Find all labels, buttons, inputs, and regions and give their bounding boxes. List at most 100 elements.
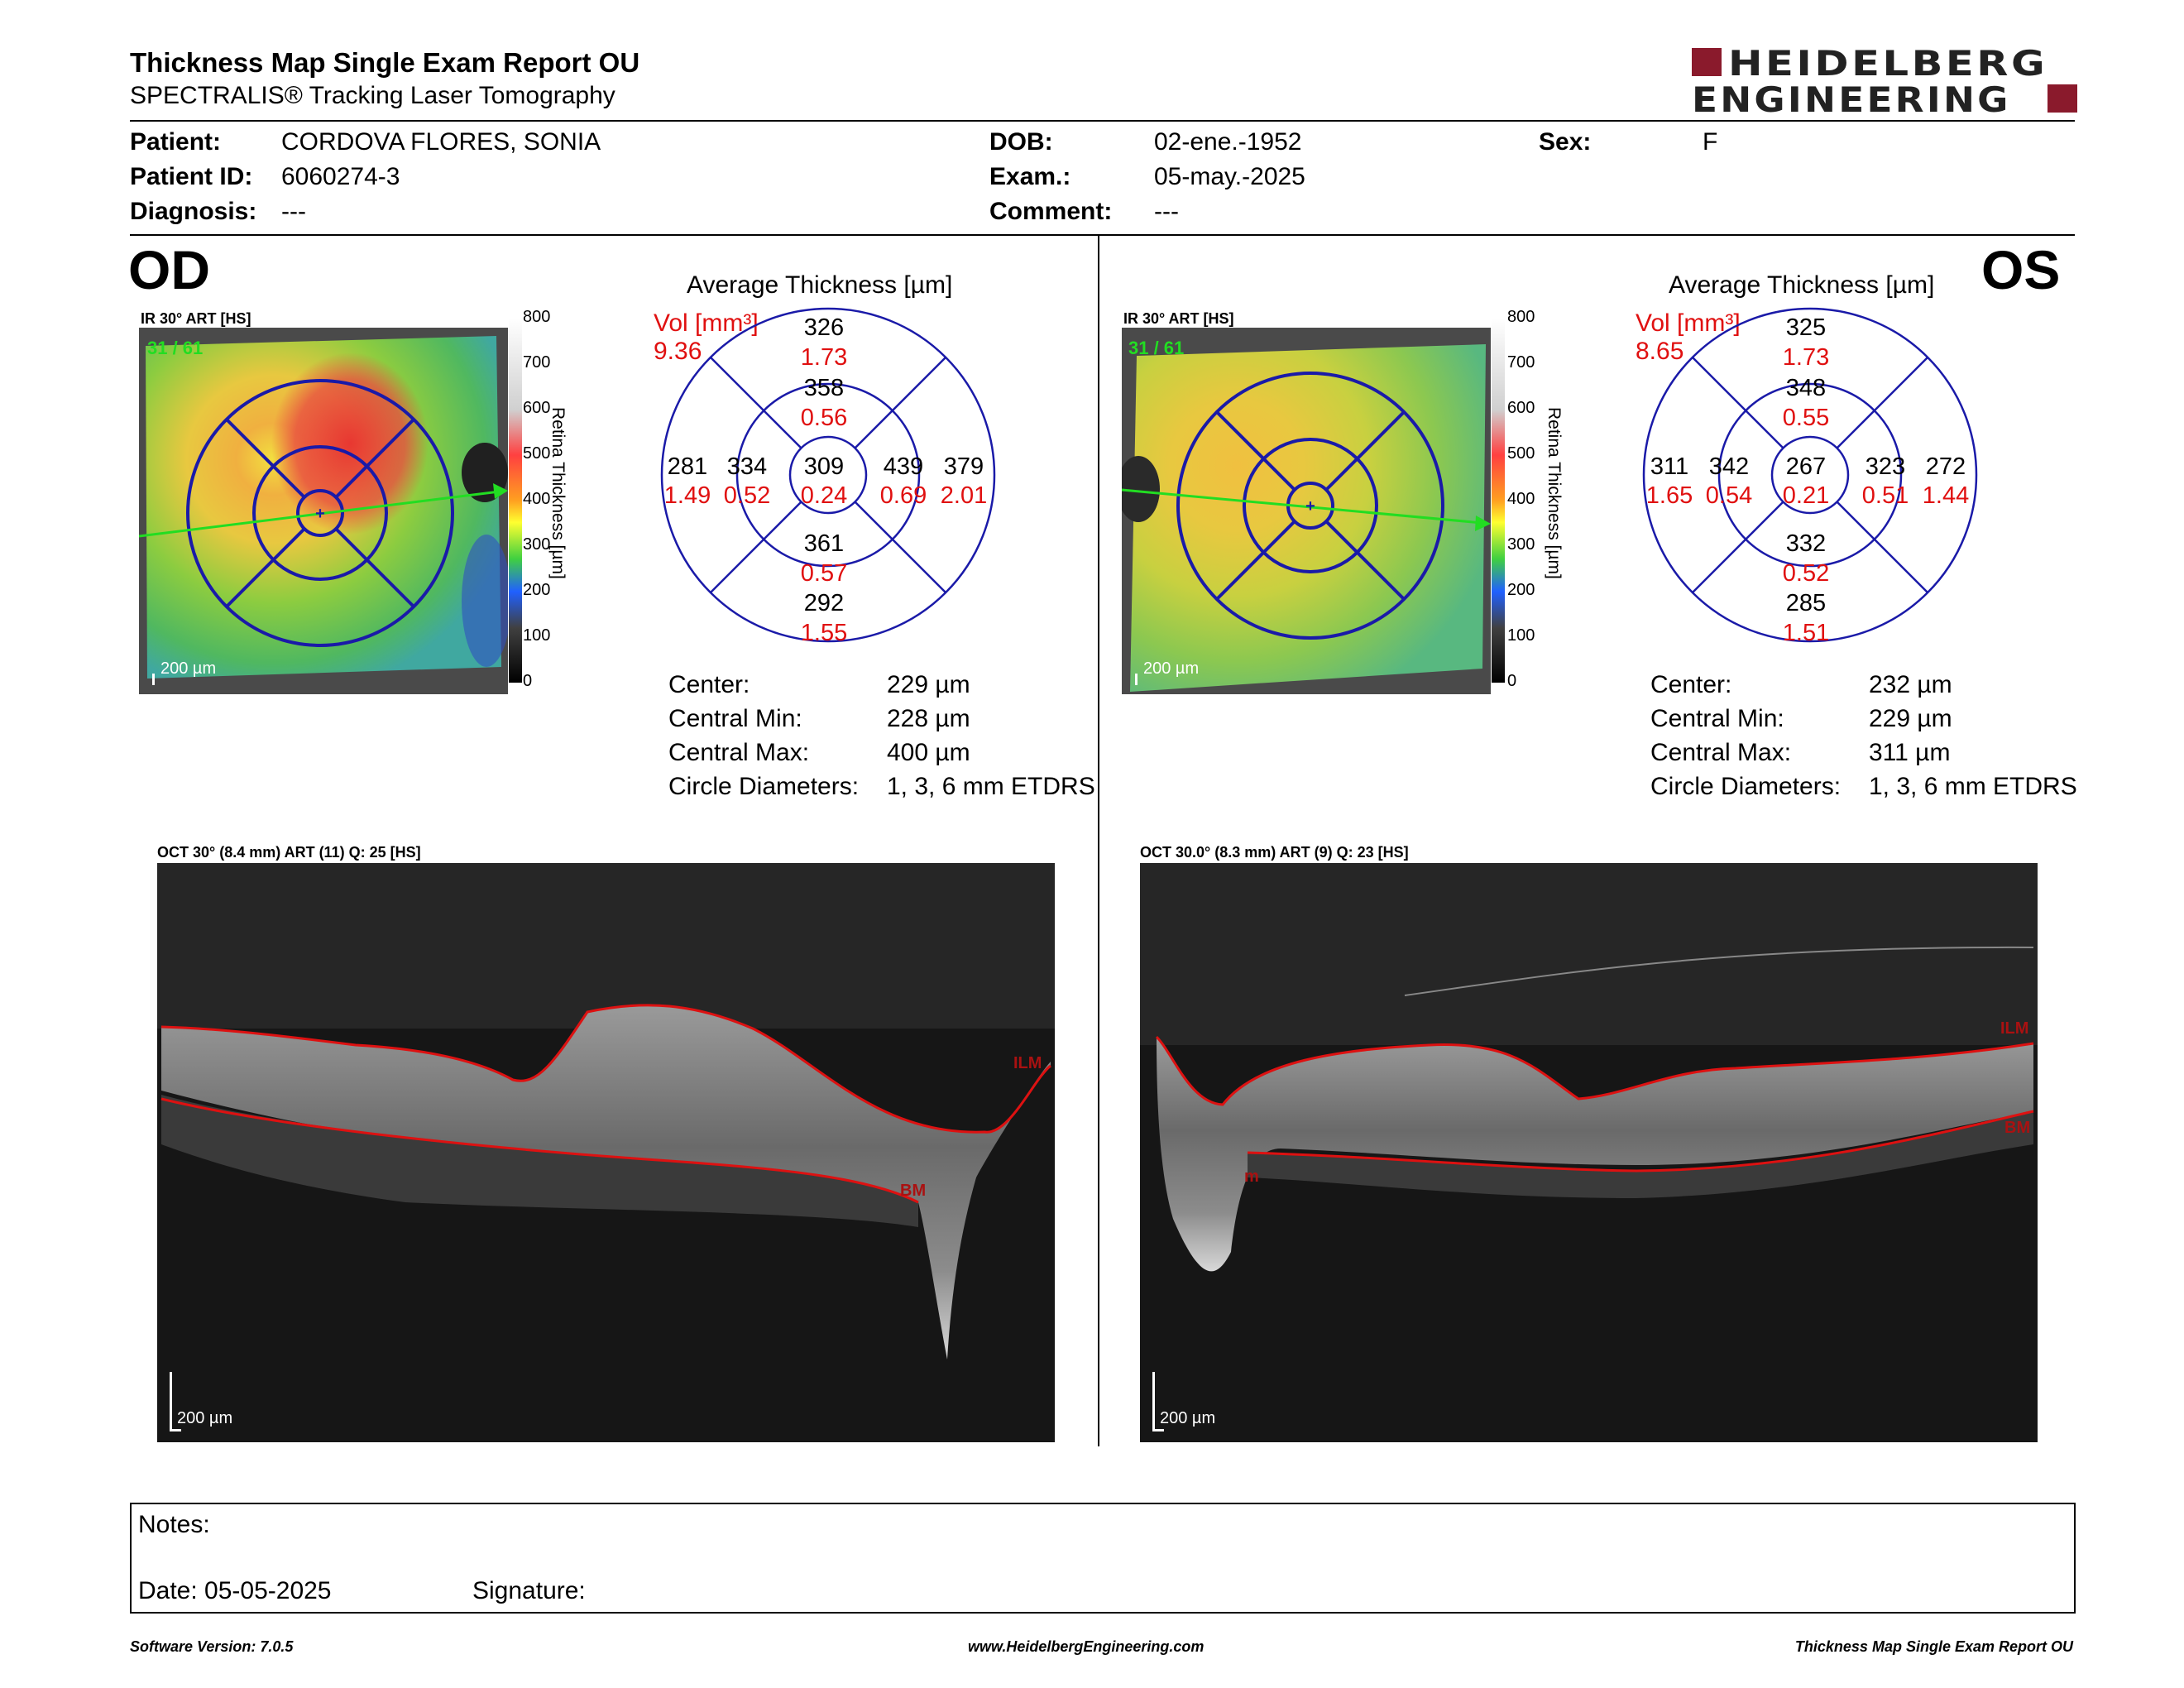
exam-label: Exam.: bbox=[989, 163, 1071, 190]
os-oct-scale-label: 200 µm bbox=[1160, 1409, 1215, 1427]
os-outer-bottom-volume: 1.51 bbox=[1783, 620, 1829, 645]
website-link[interactable]: www.HeidelbergEngineering.com bbox=[968, 1638, 1205, 1655]
exam-value: 05-may.-2025 bbox=[1154, 163, 1305, 190]
notes-label: Notes: bbox=[138, 1511, 210, 1538]
os-scale-bar bbox=[1135, 674, 1138, 685]
os-optic-disc bbox=[1122, 456, 1160, 522]
od-scale-bar bbox=[152, 674, 155, 685]
os-vitreous-line bbox=[1404, 946, 2034, 996]
od-stat-center-label: Center: bbox=[668, 671, 750, 698]
od-oct-scale-bar bbox=[170, 1372, 172, 1431]
os-tick-800: 800 bbox=[1507, 308, 1535, 326]
os-outer-left-volume: 1.65 bbox=[1646, 482, 1693, 509]
od-stat-max-value: 400 µm bbox=[887, 739, 970, 766]
os-inner-left-volume: 0.54 bbox=[1706, 482, 1752, 509]
os-oct-noise-band bbox=[1140, 863, 2038, 1045]
od-thickness-map: + 31 / 61 200 µm bbox=[139, 328, 508, 694]
od-choroid-band bbox=[161, 1095, 918, 1227]
brand-square-top bbox=[1692, 48, 1722, 76]
od-tick-700: 700 bbox=[523, 353, 551, 372]
od-outer-left-volume: 1.49 bbox=[664, 482, 711, 509]
od-tick-100: 100 bbox=[523, 626, 551, 645]
brand-line-1: HEIDELBERG bbox=[1728, 43, 2048, 84]
brand-logo: HEIDELBERG ENGINEERING bbox=[1692, 43, 2081, 120]
od-scale-label: 200 µm bbox=[160, 659, 216, 678]
od-oct-label: OCT 30° (8.4 mm) ART (11) Q: 25 [HS] bbox=[157, 844, 421, 861]
date-label: Date: 05-05-2025 bbox=[138, 1577, 332, 1604]
od-outer-bottom-thickness: 292 bbox=[804, 590, 844, 616]
od-bm-line bbox=[160, 1097, 919, 1204]
od-outer-top-volume: 1.73 bbox=[801, 344, 847, 371]
od-scan-arrowhead bbox=[493, 483, 508, 499]
os-bm-left-label: m bbox=[1244, 1168, 1259, 1186]
os-tick-100: 100 bbox=[1507, 626, 1535, 645]
os-inner-right-thickness: 323 bbox=[1866, 453, 1905, 480]
os-inner-right-volume: 0.51 bbox=[1862, 482, 1909, 509]
patient-divider bbox=[130, 234, 2075, 236]
os-oct-scan: ILM BM m 200 µm bbox=[1140, 863, 2038, 1442]
os-etdrs-center bbox=[1770, 435, 1850, 515]
os-colorbar bbox=[1492, 319, 1505, 683]
os-stat-diameters-value: 1, 3, 6 mm ETDRS bbox=[1869, 773, 2077, 800]
od-tick-800: 800 bbox=[523, 308, 551, 326]
od-ilm-label: ILM bbox=[1013, 1054, 1042, 1072]
os-etdrs-diag-1 bbox=[1692, 357, 1784, 448]
os-ilm-label: ILM bbox=[2000, 1019, 2028, 1038]
od-eye-label: OD bbox=[128, 239, 210, 300]
os-stat-min-label: Central Min: bbox=[1650, 705, 1784, 732]
brand-line-2: ENGINEERING bbox=[1692, 79, 2011, 120]
od-bm-label: BM bbox=[900, 1182, 926, 1200]
os-stat-min-value: 229 µm bbox=[1869, 705, 1952, 732]
od-inner-right-volume: 0.69 bbox=[880, 482, 927, 509]
od-oct-scale-label: 200 µm bbox=[177, 1409, 232, 1427]
od-grid-diag-1 bbox=[225, 418, 306, 499]
od-inner-bottom-thickness: 361 bbox=[804, 530, 844, 557]
od-etdrs-inner bbox=[735, 382, 921, 568]
od-inner-right-thickness: 439 bbox=[884, 453, 923, 480]
os-frame-count: 31 / 61 bbox=[1128, 338, 1184, 358]
os-retina-layers bbox=[1157, 1037, 2033, 1272]
od-inner-left-thickness: 334 bbox=[727, 453, 767, 480]
notes-box: Notes: Date: 05-05-2025 Signature: bbox=[130, 1503, 2076, 1614]
od-vol-value: 9.36 bbox=[654, 338, 702, 365]
od-outer-left-thickness: 281 bbox=[668, 453, 707, 480]
os-stat-center-label: Center: bbox=[1650, 671, 1732, 698]
os-inner-left-thickness: 342 bbox=[1709, 453, 1749, 480]
header-divider bbox=[130, 120, 2075, 122]
report-subtitle: SPECTRALIS® Tracking Laser Tomography bbox=[130, 82, 615, 109]
od-outer-right-volume: 2.01 bbox=[941, 482, 987, 509]
od-retina-layers bbox=[161, 1005, 1051, 1360]
os-tick-200: 200 bbox=[1507, 581, 1535, 599]
os-center-volume: 0.21 bbox=[1783, 482, 1829, 509]
od-center-marker: + bbox=[315, 505, 325, 523]
od-etdrs-center bbox=[788, 435, 868, 515]
os-etdrs-diag-2 bbox=[1837, 357, 1928, 448]
os-grid-diag-1 bbox=[1215, 410, 1296, 492]
os-etdrs-outer bbox=[1642, 307, 1978, 643]
od-grid-inner-ring bbox=[252, 445, 388, 581]
os-ilm-line bbox=[1155, 1035, 2034, 1106]
od-etdrs-diag-4 bbox=[855, 501, 946, 593]
os-etdrs-grid: 325 1.73 348 0.55 267 0.21 311 1.65 342 … bbox=[1642, 307, 1978, 645]
od-tick-200: 200 bbox=[523, 581, 551, 599]
od-etdrs-outer bbox=[660, 307, 996, 643]
od-inner-left-volume: 0.52 bbox=[724, 482, 770, 509]
os-scale-label: 200 µm bbox=[1143, 659, 1199, 678]
od-oct-noise-band bbox=[157, 863, 1055, 1029]
od-etdrs-diag-1 bbox=[710, 357, 802, 448]
os-colorbar-title: Retina Thickness [µm] bbox=[1545, 407, 1564, 579]
diagnosis-label: Diagnosis: bbox=[130, 198, 257, 225]
os-etdrs-diag-4 bbox=[1837, 501, 1928, 593]
od-inner-bottom-volume: 0.57 bbox=[801, 560, 847, 587]
os-grid-outer-ring bbox=[1176, 372, 1444, 640]
os-bm-label: BM bbox=[2004, 1119, 2030, 1137]
os-image-label: IR 30° ART [HS] bbox=[1123, 310, 1234, 327]
patient-value: CORDOVA FLORES, SONIA bbox=[281, 128, 601, 156]
comment-value: --- bbox=[1154, 198, 1179, 225]
os-outer-right-volume: 1.44 bbox=[1923, 482, 1969, 509]
od-etdrs-diag-3 bbox=[710, 501, 802, 593]
center-divider bbox=[1098, 236, 1099, 1446]
sex-label: Sex: bbox=[1539, 128, 1592, 156]
os-oct-scale-bar bbox=[1152, 1372, 1155, 1431]
patient-id-label: Patient ID: bbox=[130, 163, 253, 190]
